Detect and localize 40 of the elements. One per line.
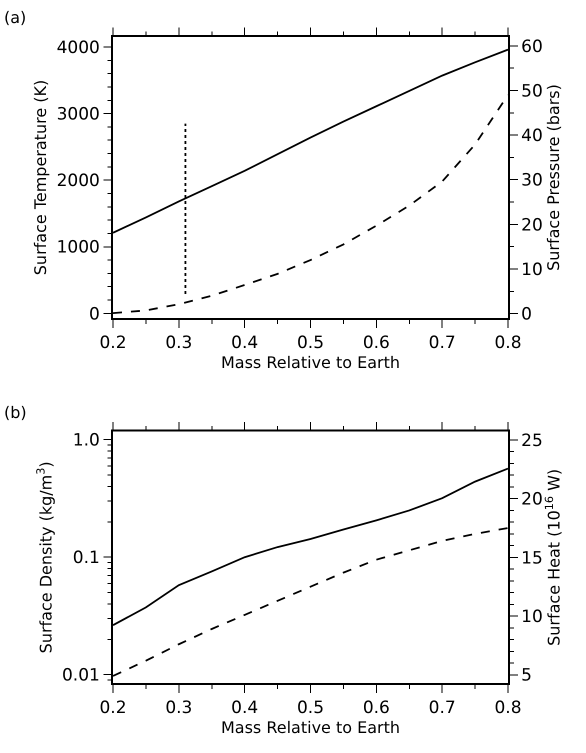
x-axis-title: Mass Relative to Earth	[220, 718, 400, 738]
x-tick-label: 0.7	[428, 333, 456, 354]
y2-tick-label: 40	[521, 126, 543, 146]
chart-title: (a)	[4, 8, 26, 27]
x-tick-label: 0.8	[494, 698, 522, 718]
y-tick-label: 0.1	[72, 548, 100, 568]
y-tick-label: 0.01	[62, 666, 100, 686]
y2-tick-label: 5	[521, 666, 532, 686]
y-tick-label: 0	[89, 304, 100, 324]
y-tick-label: 3000	[56, 104, 100, 125]
x-tick-label: 0.5	[296, 698, 324, 718]
x-tick-label: 0.2	[99, 698, 127, 718]
x-tick-label: 0.5	[296, 333, 324, 354]
y2-tick-label: 10	[521, 607, 543, 628]
x-tick-label: 0.3	[165, 333, 192, 354]
y2-tick-label: 30	[521, 170, 543, 191]
y2-tick-label: 25	[521, 430, 543, 451]
y2-tick-label: 20	[521, 490, 543, 510]
x-tick-label: 0.2	[99, 333, 127, 354]
y2-tick-label: 0	[521, 304, 532, 324]
x-tick-label: 0.6	[362, 333, 390, 354]
y2-tick-label: 50	[521, 81, 543, 102]
y2-tick-label: 10	[521, 260, 543, 280]
y2-axis-title: Surface Pressure (bars)	[544, 84, 563, 271]
y2-tick-label: 60	[521, 36, 543, 57]
y-tick-label: 1000	[56, 238, 100, 258]
x-tick-label: 0.8	[494, 333, 522, 354]
y-tick-label: 4000	[56, 38, 100, 58]
chart-title: (b)	[4, 403, 27, 422]
x-tick-label: 0.4	[231, 698, 258, 718]
x-tick-label: 0.4	[231, 333, 258, 354]
y2-tick-label: 20	[521, 215, 543, 236]
x-axis-title: Mass Relative to Earth	[220, 353, 400, 372]
y-tick-label: 2000	[56, 171, 100, 192]
y-tick-label: 1.0	[72, 430, 100, 451]
x-tick-label: 0.7	[428, 698, 456, 718]
y-axis-title: Surface Temperature (K)	[30, 80, 50, 276]
x-tick-label: 0.6	[362, 698, 390, 718]
y2-tick-label: 15	[521, 548, 543, 568]
x-tick-label: 0.3	[165, 698, 192, 718]
